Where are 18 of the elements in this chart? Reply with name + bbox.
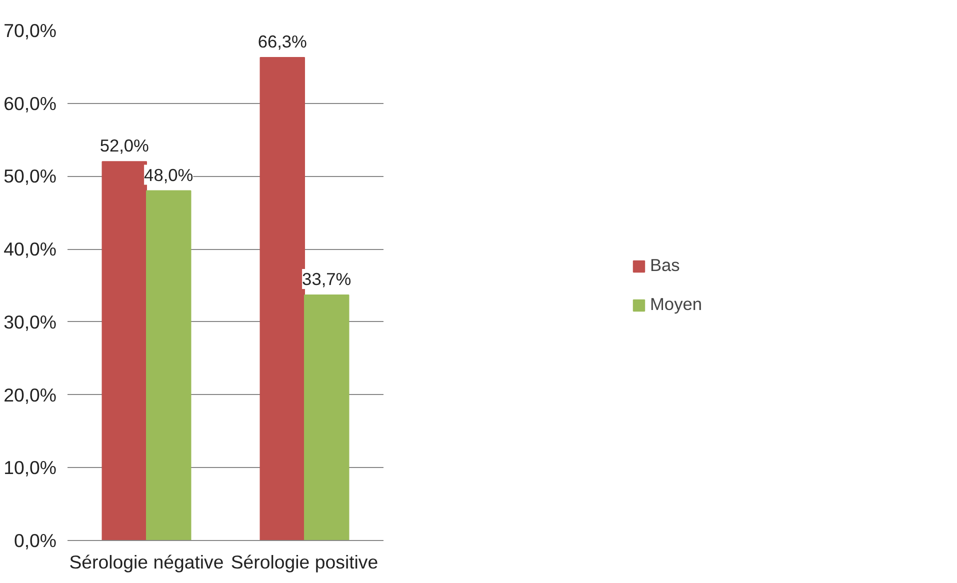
legend-label: Moyen: [650, 294, 702, 315]
data-label: 52,0%: [100, 136, 149, 156]
y-tick-label: 20,0%: [4, 384, 57, 406]
data-label: 48,0%: [144, 164, 194, 185]
legend-label: Bas: [650, 255, 680, 276]
x-tick-label: Sérologie positive: [230, 552, 378, 572]
bar: [146, 190, 192, 540]
y-tick-label: 60,0%: [4, 92, 57, 114]
y-tick-label: 10,0%: [4, 457, 57, 478]
x-tick-label: Sérologie négative: [69, 552, 224, 572]
y-tick-label: 40,0%: [4, 238, 57, 260]
y-tick-label: 0,0%: [14, 530, 57, 551]
y-tick-label: 30,0%: [4, 311, 57, 332]
data-label: 33,7%: [302, 268, 352, 289]
data-label: 66,3%: [258, 31, 307, 52]
bar: [304, 294, 350, 540]
y-tick-label: 70,0%: [4, 20, 57, 41]
y-tick-label: 50,0%: [4, 166, 57, 187]
